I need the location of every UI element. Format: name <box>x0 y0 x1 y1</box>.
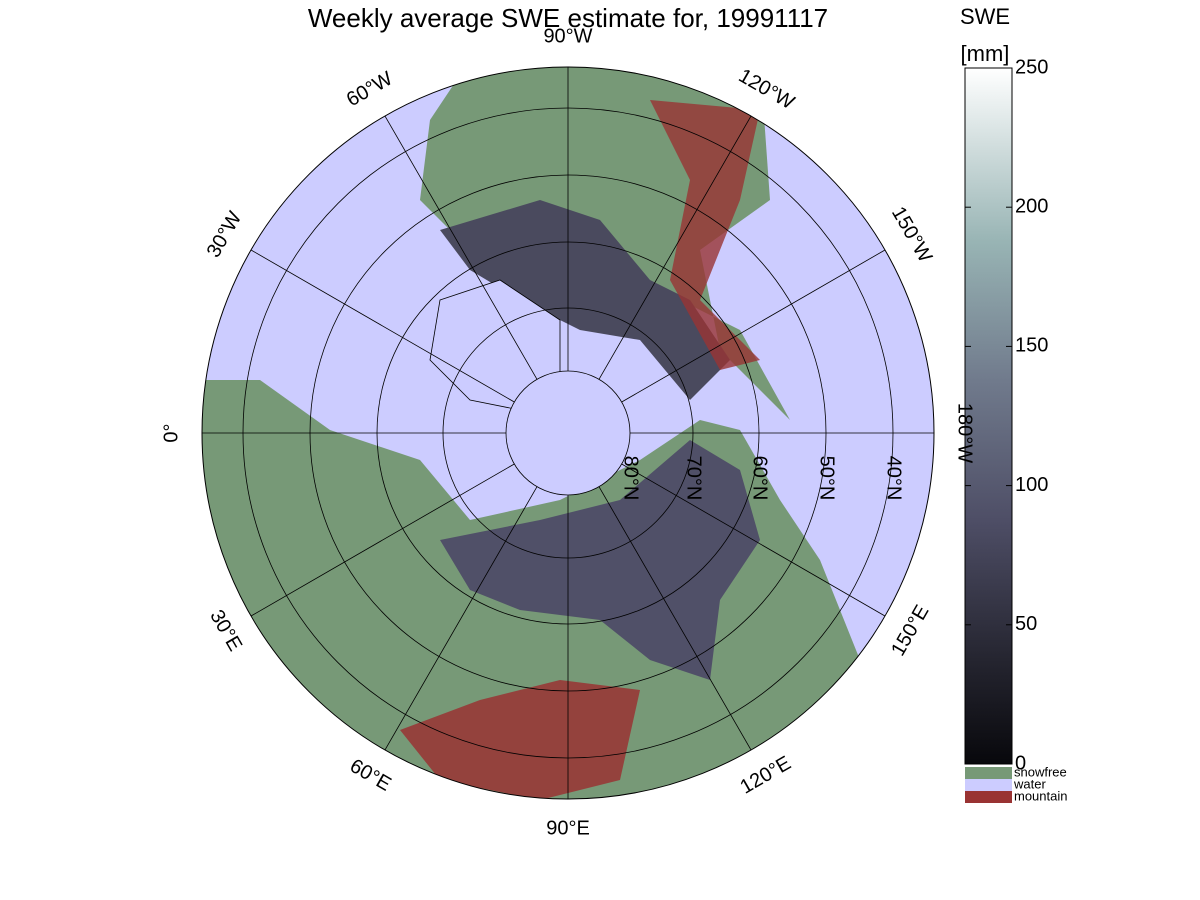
longitude-label: 120°E <box>736 752 794 798</box>
latitude-label: 40°N <box>883 456 905 501</box>
colorbar-tick-label: 250 <box>1015 56 1048 78</box>
colorbar-tick-label: 150 <box>1015 335 1048 357</box>
longitude-label: 90°E <box>546 817 590 839</box>
colorbar-unit: [mm] <box>961 41 1010 66</box>
meridian <box>250 463 515 617</box>
title: Weekly average SWE estimate for, 1999111… <box>308 3 828 33</box>
legend-label: mountain <box>1014 788 1067 803</box>
map-border <box>201 66 935 800</box>
longitude-label: 60°W <box>343 68 397 112</box>
meridian <box>621 463 886 617</box>
longitude-label: 90°W <box>543 25 592 47</box>
legend-swatch <box>965 779 1012 791</box>
longitude-label: 120°W <box>735 65 798 114</box>
legend-label: snowfree <box>1014 764 1067 779</box>
colorbar-tick-label: 0 <box>1015 752 1026 774</box>
meridian <box>598 115 752 380</box>
legend-swatch <box>965 791 1012 803</box>
longitude-label: 0° <box>160 423 182 442</box>
longitude-label: 60°E <box>346 755 395 796</box>
colorbar <box>964 67 1013 765</box>
colorbar-tick-label: 200 <box>1015 195 1048 217</box>
mountains-asia <box>400 680 640 799</box>
meridian <box>384 115 538 380</box>
meridian <box>250 249 515 403</box>
meridian <box>598 486 752 751</box>
colorbar-tick-label: 50 <box>1015 613 1037 635</box>
legend-label: water <box>1013 776 1046 791</box>
colorbar-tick-label: 100 <box>1015 474 1048 496</box>
longitude-label: 30°W <box>203 208 247 262</box>
meridian <box>621 249 886 403</box>
meridian <box>384 486 538 751</box>
legend-swatch <box>965 767 1012 779</box>
map-disc <box>202 67 934 799</box>
mountains-america <box>650 100 760 370</box>
latitude-label: 50°N <box>816 456 838 501</box>
latitude-label: 80°N <box>620 456 642 501</box>
polar-cap <box>506 371 630 495</box>
snow-eurasia <box>440 440 760 680</box>
longitude-label: 150°W <box>887 203 936 266</box>
latitude-label: 60°N <box>749 456 771 501</box>
graticule <box>202 67 934 799</box>
colorbar-title: SWE <box>960 4 1010 29</box>
longitude-label: 150°E <box>887 601 933 659</box>
longitude-label: 180°W <box>954 403 976 463</box>
latitude-label: 70°N <box>683 456 705 501</box>
longitude-label: 30°E <box>205 606 246 655</box>
